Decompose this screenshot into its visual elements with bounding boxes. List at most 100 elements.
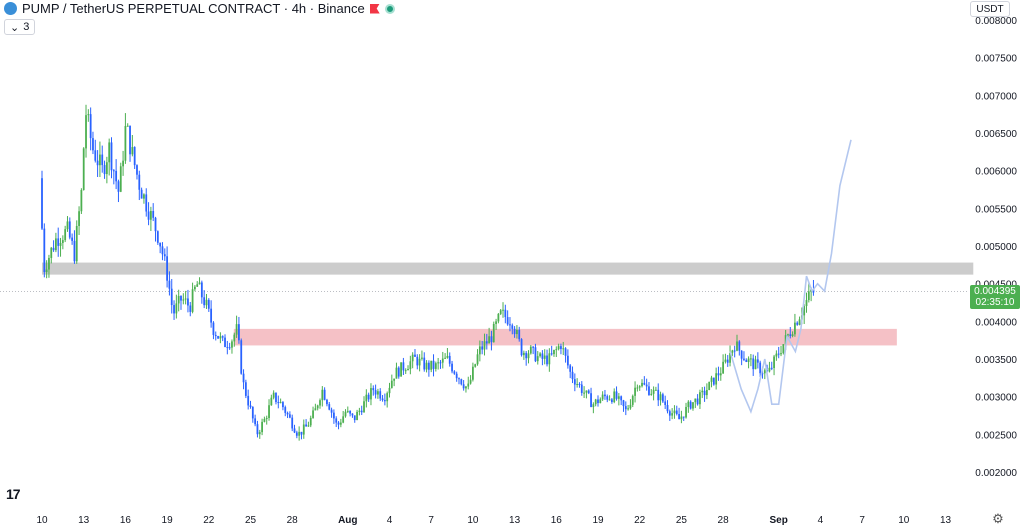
y-tick-label: 0.003500 (975, 355, 1017, 366)
candle-body (388, 387, 391, 394)
indicators-toggle[interactable]: ⌄ 3 (4, 19, 36, 35)
candle-body (159, 242, 162, 247)
candle-body (249, 405, 252, 407)
candle-body (156, 231, 159, 243)
candle-body (509, 324, 511, 326)
candle-body (231, 341, 233, 348)
candle-body (499, 310, 502, 314)
candle-body (189, 305, 192, 312)
candle-body (411, 354, 414, 362)
candle-body (349, 410, 352, 414)
candle-body (432, 360, 435, 369)
candle-body (513, 328, 516, 335)
flag-icon[interactable] (369, 3, 380, 14)
candle-body (131, 147, 134, 155)
candle-body (374, 390, 377, 395)
candle-body (511, 325, 514, 329)
candle-body (99, 154, 101, 166)
candle-body (527, 353, 530, 359)
y-tick-label: 0.005000 (975, 242, 1017, 253)
candle-body (305, 424, 307, 427)
candle-body (696, 398, 699, 405)
candle-body (701, 390, 704, 393)
candle-body (613, 391, 616, 403)
candle-body (268, 405, 270, 418)
candle-body (94, 150, 97, 161)
candle-body (624, 406, 627, 410)
candle-body (52, 247, 55, 251)
candle-body (601, 394, 604, 400)
candle-body (796, 322, 799, 325)
candle-body (154, 217, 157, 232)
candle-body (467, 383, 470, 387)
market-status-icon[interactable] (384, 3, 395, 14)
candle-body (78, 211, 80, 226)
candle-body (794, 322, 796, 335)
candle-body (400, 362, 402, 377)
candle-body (45, 269, 48, 273)
candle-body (583, 392, 585, 394)
candle-body (365, 394, 368, 402)
candle-body (149, 211, 152, 220)
candle-body (414, 354, 416, 357)
candle-body (61, 240, 64, 243)
chart-header: PUMP / TetherUS PERPETUAL CONTRACT · 4h … (4, 1, 395, 16)
candle-body (631, 395, 634, 405)
y-tick-label: 0.005500 (975, 204, 1017, 215)
candle-body (105, 162, 108, 175)
x-tick-label: 4 (387, 515, 393, 526)
candle-body (694, 398, 697, 403)
candle-body (92, 138, 94, 151)
candle-body (622, 400, 625, 407)
candle-body (321, 389, 324, 401)
candle-body (226, 346, 229, 348)
candle-body (103, 165, 106, 175)
candle-body (576, 384, 579, 386)
candle-body (451, 363, 453, 372)
candle-body (228, 347, 231, 349)
candle-body (117, 181, 120, 192)
candle-body (173, 305, 175, 314)
candle-body (483, 341, 486, 350)
y-tick-label: 0.004000 (975, 317, 1017, 328)
candle-body (634, 387, 636, 396)
candle-body (557, 346, 560, 350)
x-tick-label: 16 (551, 515, 563, 526)
candle-body (402, 362, 405, 371)
chart-title: PUMP / TetherUS PERPETUAL CONTRACT · 4h … (22, 1, 365, 16)
candle-body (57, 238, 60, 246)
candle-body (532, 346, 535, 348)
candle-body (309, 417, 312, 426)
candle-body (166, 256, 168, 281)
candle-body (89, 114, 92, 139)
candle-body (291, 417, 294, 429)
candle-body (643, 382, 646, 385)
candle-body (203, 297, 206, 306)
candle-body (787, 334, 789, 336)
candle-body (372, 388, 375, 391)
candle-body (161, 246, 164, 255)
candle-body (703, 390, 706, 396)
candle-body (168, 280, 171, 289)
candle-body (578, 384, 581, 386)
candle-body (529, 346, 532, 354)
candle-body (682, 416, 685, 418)
candle-body (502, 309, 504, 311)
candle-body (293, 428, 296, 433)
candle-body (288, 414, 291, 418)
candle-body (379, 391, 382, 399)
candle-body (427, 362, 430, 370)
candle-body (504, 309, 507, 318)
gear-icon[interactable]: ⚙ (992, 511, 1004, 526)
candle-body (323, 389, 326, 400)
tradingview-logo-icon[interactable]: 17 (6, 486, 21, 502)
candle-body (194, 286, 196, 290)
candle-body (326, 399, 328, 405)
candle-body (50, 247, 53, 258)
candle-body (780, 353, 782, 355)
currency-selector[interactable]: USDT (970, 1, 1010, 17)
candle-body (219, 336, 222, 339)
candle-body (244, 382, 247, 396)
candle-body (740, 350, 743, 359)
